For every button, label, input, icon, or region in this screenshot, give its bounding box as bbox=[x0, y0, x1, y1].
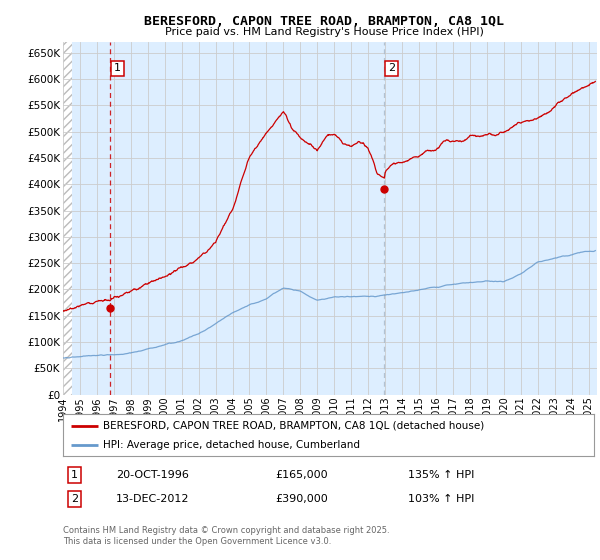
Text: 20-OCT-1996: 20-OCT-1996 bbox=[116, 470, 189, 480]
Text: 1: 1 bbox=[114, 63, 121, 73]
Text: 13-DEC-2012: 13-DEC-2012 bbox=[116, 494, 190, 504]
Text: 2: 2 bbox=[388, 63, 395, 73]
Text: £165,000: £165,000 bbox=[275, 470, 328, 480]
Bar bbox=[63, 42, 73, 395]
Text: HPI: Average price, detached house, Cumberland: HPI: Average price, detached house, Cumb… bbox=[103, 440, 360, 450]
Text: Price paid vs. HM Land Registry's House Price Index (HPI): Price paid vs. HM Land Registry's House … bbox=[164, 27, 484, 37]
Text: £390,000: £390,000 bbox=[275, 494, 328, 504]
Text: BERESFORD, CAPON TREE ROAD, BRAMPTON, CA8 1QL (detached house): BERESFORD, CAPON TREE ROAD, BRAMPTON, CA… bbox=[103, 421, 484, 431]
Text: BERESFORD, CAPON TREE ROAD, BRAMPTON, CA8 1QL: BERESFORD, CAPON TREE ROAD, BRAMPTON, CA… bbox=[144, 15, 504, 27]
Text: 1: 1 bbox=[71, 470, 78, 480]
Text: Contains HM Land Registry data © Crown copyright and database right 2025.
This d: Contains HM Land Registry data © Crown c… bbox=[63, 526, 389, 546]
Text: 135% ↑ HPI: 135% ↑ HPI bbox=[408, 470, 475, 480]
Text: 103% ↑ HPI: 103% ↑ HPI bbox=[408, 494, 475, 504]
Text: 2: 2 bbox=[71, 494, 78, 504]
